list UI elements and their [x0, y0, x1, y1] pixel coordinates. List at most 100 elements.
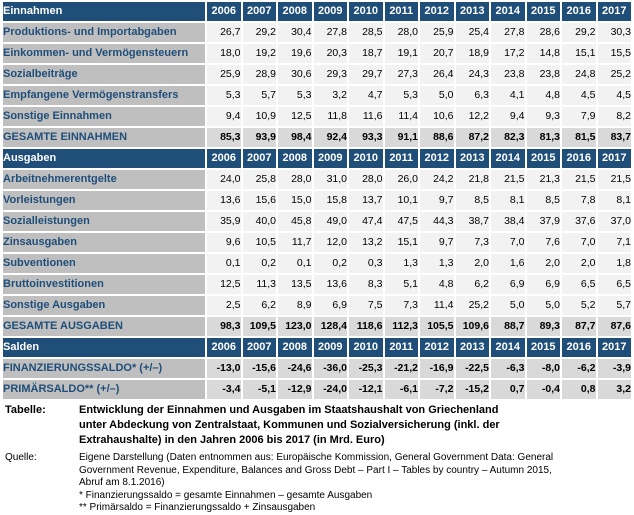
value-cell: 128,4 [313, 317, 347, 336]
value-cell: 5,0 [420, 86, 454, 105]
value-cell: 15,1 [562, 44, 596, 63]
value-cell: 5,7 [597, 296, 631, 315]
value-cell: 0,8 [562, 380, 596, 399]
value-cell: 92,4 [313, 128, 347, 147]
year-cell: 2014 [491, 2, 525, 21]
value-cell: 1,3 [420, 254, 454, 273]
year-cell: 2006 [207, 149, 241, 168]
year-cell: 2013 [455, 338, 489, 357]
value-cell: 49,0 [313, 212, 347, 231]
year-cell: 2013 [455, 2, 489, 21]
value-cell: 15,1 [384, 233, 418, 252]
section-title-cell-ausgaben: Ausgaben [3, 149, 205, 168]
value-cell: 12,5 [278, 107, 312, 126]
value-cell: 45,8 [278, 212, 312, 231]
value-cell: 29,2 [562, 23, 596, 42]
value-cell: 27,8 [491, 23, 525, 42]
year-cell: 2011 [384, 338, 418, 357]
value-cell: 5,1 [384, 275, 418, 294]
value-cell: 4,7 [349, 86, 383, 105]
value-cell: 6,5 [597, 275, 631, 294]
year-cell: 2007 [242, 2, 276, 21]
value-cell: 7,9 [562, 107, 596, 126]
value-cell: -6,2 [562, 359, 596, 378]
year-cell: 2012 [420, 149, 454, 168]
value-cell: 13,7 [349, 191, 383, 210]
year-cell: 2013 [455, 149, 489, 168]
value-cell: 25,9 [420, 23, 454, 42]
value-cell: 8,1 [597, 191, 631, 210]
row-label-cell: FINANZIERUNGSSALDO* (+/–) [3, 359, 205, 378]
value-cell: 2,5 [207, 296, 241, 315]
table-row: Sonstige Ausgaben 2,5 6,2 8,9 6,9 7,5 7,3 11,4 2… [3, 296, 631, 315]
value-cell: -13,0 [207, 359, 241, 378]
value-cell: -25,3 [349, 359, 383, 378]
value-cell: 89,3 [526, 317, 560, 336]
value-cell: 87,6 [597, 317, 631, 336]
value-cell: 25,2 [455, 296, 489, 315]
value-cell: 2,0 [526, 254, 560, 273]
value-cell: 38,4 [491, 212, 525, 231]
value-cell: 15,5 [597, 44, 631, 63]
value-cell: 24,8 [562, 65, 596, 84]
value-cell: 6,9 [491, 275, 525, 294]
value-cell: -5,1 [242, 380, 276, 399]
value-cell: 0,2 [313, 254, 347, 273]
row-label-cell: Vorleistungen [3, 191, 205, 210]
row-label-cell: Sonstige Einnahmen [3, 107, 205, 126]
value-cell: 1,6 [491, 254, 525, 273]
value-cell: 4,1 [491, 86, 525, 105]
value-cell: 27,8 [313, 23, 347, 42]
year-cell: 2015 [526, 338, 560, 357]
value-cell: 35,9 [207, 212, 241, 231]
year-cell: 2017 [597, 2, 631, 21]
value-cell: 8,5 [455, 191, 489, 210]
year-cell: 2016 [562, 338, 596, 357]
value-cell: 25,2 [597, 65, 631, 84]
value-cell: 1,3 [384, 254, 418, 273]
source-text: Eigene Darstellung (Daten entnommen aus:… [79, 452, 554, 513]
value-cell: 87,7 [562, 317, 596, 336]
row-label-cell: Sozialbeiträge [3, 65, 205, 84]
value-cell: 118,6 [349, 317, 383, 336]
table-row: Vorleistungen 13,6 15,6 15,0 15,8 13,7 10,1 9,7… [3, 191, 631, 210]
value-cell: -22,5 [455, 359, 489, 378]
value-cell: 123,0 [278, 317, 312, 336]
year-cell: 2010 [349, 149, 383, 168]
value-cell: 8,2 [597, 107, 631, 126]
table-row: Sozialleistungen 35,9 40,0 45,8 49,0 47,4 47,5… [3, 212, 631, 231]
value-cell: 37,6 [562, 212, 596, 231]
row-label-cell: Zinsausgaben [3, 233, 205, 252]
value-cell: 25,8 [242, 170, 276, 189]
table-row: Produktions- und Importabgaben 26,7 29,2 30… [3, 23, 631, 42]
source-label: Quelle: [5, 452, 37, 463]
value-cell: 4,5 [597, 86, 631, 105]
year-cell: 2006 [207, 338, 241, 357]
year-cell: 2006 [207, 2, 241, 21]
value-cell: 8,9 [278, 296, 312, 315]
value-cell: 1,8 [597, 254, 631, 273]
value-cell: 26,0 [384, 170, 418, 189]
value-cell: 18,9 [455, 44, 489, 63]
year-cell: 2008 [278, 149, 312, 168]
value-cell: 7,3 [455, 233, 489, 252]
section-title-cell-salden: Salden [3, 338, 205, 357]
year-cell: 2016 [562, 149, 596, 168]
value-cell: 25,4 [455, 23, 489, 42]
year-cell: 2009 [313, 149, 347, 168]
value-cell: 5,3 [384, 86, 418, 105]
row-label-cell: Sozialleistungen [3, 212, 205, 231]
value-cell: 29,7 [349, 65, 383, 84]
value-cell: -12,1 [349, 380, 383, 399]
row-label-cell: Einkommen- und Vermögensteuern [3, 44, 205, 63]
year-cell: 2012 [420, 2, 454, 21]
value-cell: 19,1 [384, 44, 418, 63]
row-label-cell: Bruttoinvestitionen [3, 275, 205, 294]
value-cell: 20,3 [313, 44, 347, 63]
value-cell: 30,6 [278, 65, 312, 84]
value-cell: -3,9 [597, 359, 631, 378]
table-row: Subventionen 0,1 0,2 0,1 0,2 0,3 1,3 1,3 2,0 1,6 2… [3, 254, 631, 273]
row-label-cell: Produktions- und Importabgaben [3, 23, 205, 42]
value-cell: -15,2 [455, 380, 489, 399]
value-cell: 18,7 [349, 44, 383, 63]
